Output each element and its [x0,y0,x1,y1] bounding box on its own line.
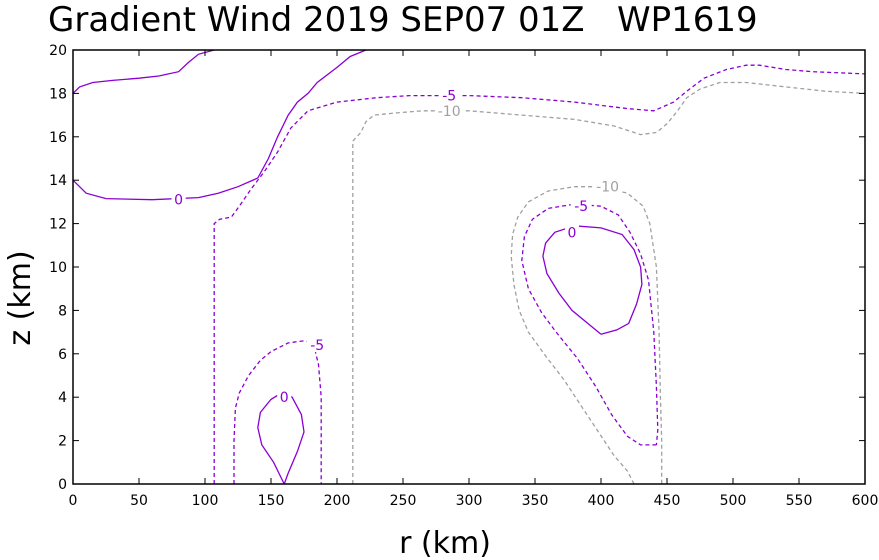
x-axis-label: r (km) [399,526,491,560]
y-tick-label: 14 [49,173,67,189]
y-tick-label: 0 [58,477,67,493]
contour-label: -10 [438,104,461,120]
y-tick-label: 12 [49,217,67,233]
contour-label: 0 [174,193,183,209]
y-tick-label: 20 [49,43,67,59]
y-tick-label: 18 [49,86,67,102]
contour-label-bg [570,198,592,214]
contour-label-bg [564,224,579,240]
x-tick-label: 0 [69,493,78,509]
contour-lines [72,49,866,485]
contour-label-bg [593,178,622,194]
axes: 0 50 100 150 200 250 300 350 400 450 500 550 6000246… [49,43,878,509]
contour-line-level--5 [233,340,322,484]
contour-labels: 0000-5-5-5-10-10 [171,87,622,406]
x-tick-label: 150 [258,493,285,509]
contour-label: 0 [280,390,289,406]
x-tick-label: 250 [390,493,417,509]
x-tick-label: 300 [456,493,483,509]
contour-line-level--10 [510,186,663,485]
contour-label-bg [435,102,464,118]
contour-label: -5 [442,89,456,105]
x-tick-label: 350 [522,493,549,509]
y-tick-label: 16 [49,130,67,146]
x-tick-label: 50 [130,493,148,509]
x-tick-label: 100 [192,493,219,509]
contour-label-bg [438,87,460,103]
contour-label: -10 [596,180,619,196]
contour-line-level-0 [542,225,643,335]
y-tick-label: 8 [58,303,67,319]
contour-label-bg [306,337,328,353]
x-tick-label: 200 [324,493,351,509]
contour-label: -5 [310,338,324,354]
y-tick-label: 6 [58,347,67,363]
x-tick-label: 550 [786,493,813,509]
chart-title: Gradient Wind 2019 SEP07 01Z WP1619 [48,0,758,40]
contour-line-level--5 [213,64,866,484]
contour-line-level--10 [352,81,866,484]
contour-label-bg [171,191,186,207]
y-tick-label: 2 [58,434,67,450]
contour-line-level-0 [257,392,305,485]
contour-label: -5 [574,199,588,215]
contour-line-level-0 [72,49,367,201]
contour-line-level-0 [72,49,215,94]
plot-frame [72,49,866,485]
y-tick-label: 10 [49,260,67,276]
x-tick-label: 400 [588,493,615,509]
x-tick-label: 600 [852,493,879,509]
contour-line-level--5 [521,203,659,446]
x-tick-label: 500 [720,493,747,509]
contour-label-bg [277,389,292,405]
contour-label: 0 [567,225,576,241]
y-tick-label: 4 [58,390,67,406]
y-axis-label: z (km) [3,250,38,345]
x-tick-label: 450 [654,493,681,509]
